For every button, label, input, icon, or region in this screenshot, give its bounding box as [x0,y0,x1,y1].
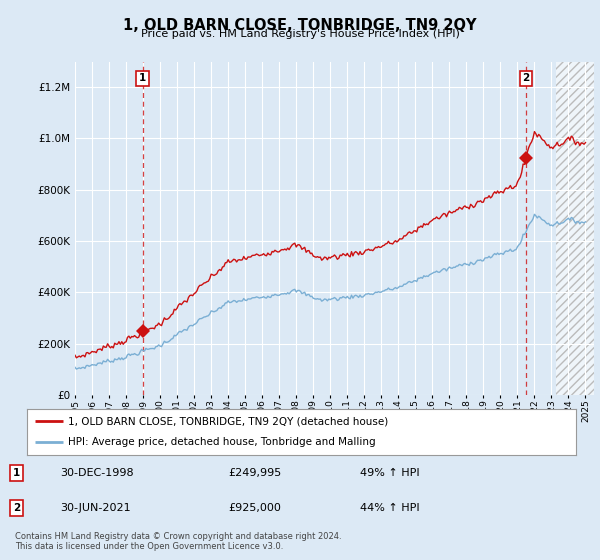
Text: HPI: Average price, detached house, Tonbridge and Malling: HPI: Average price, detached house, Tonb… [68,437,376,447]
Text: Contains HM Land Registry data © Crown copyright and database right 2024.
This d: Contains HM Land Registry data © Crown c… [15,532,341,552]
Text: £925,000: £925,000 [228,503,281,513]
Text: 30-DEC-1998: 30-DEC-1998 [60,468,134,478]
Text: 49% ↑ HPI: 49% ↑ HPI [360,468,419,478]
Text: 1: 1 [13,468,20,478]
Text: 1, OLD BARN CLOSE, TONBRIDGE, TN9 2QY (detached house): 1, OLD BARN CLOSE, TONBRIDGE, TN9 2QY (d… [68,416,388,426]
Text: £249,995: £249,995 [228,468,281,478]
Bar [556,62,594,395]
Bar [556,62,594,395]
Text: 1: 1 [139,73,146,83]
Text: 30-JUN-2021: 30-JUN-2021 [60,503,131,513]
Text: 1, OLD BARN CLOSE, TONBRIDGE, TN9 2QY: 1, OLD BARN CLOSE, TONBRIDGE, TN9 2QY [123,18,477,33]
Text: 2: 2 [13,503,20,513]
Text: 2: 2 [523,73,530,83]
Text: 44% ↑ HPI: 44% ↑ HPI [360,503,419,513]
Text: Price paid vs. HM Land Registry's House Price Index (HPI): Price paid vs. HM Land Registry's House … [140,29,460,39]
